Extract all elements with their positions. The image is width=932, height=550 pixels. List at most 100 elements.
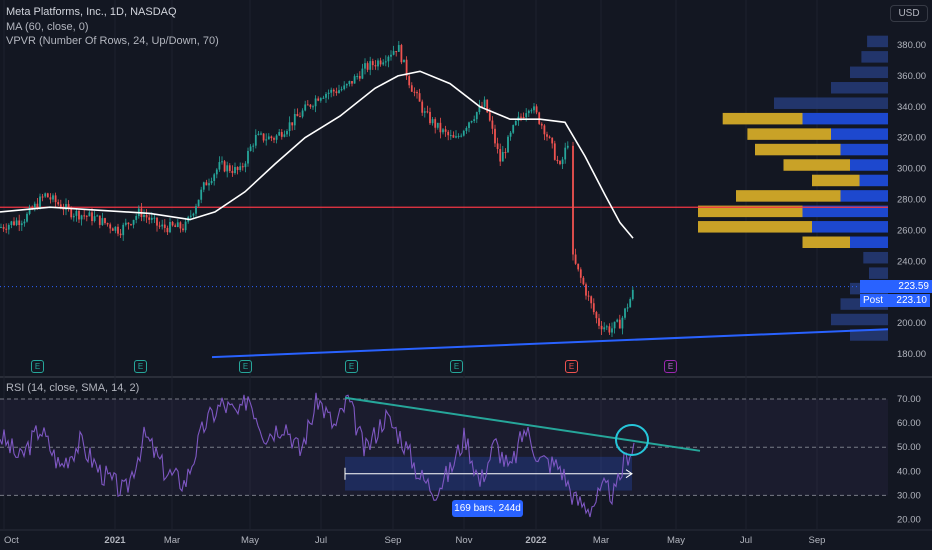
rsi-axis-tick: 60.00 <box>897 418 921 429</box>
volume-profile-down-bar <box>850 66 888 79</box>
candle-body <box>439 122 442 133</box>
candle-body <box>348 81 351 84</box>
candle-body <box>338 90 340 94</box>
candle-body <box>418 93 421 102</box>
candle-body <box>65 204 67 210</box>
candle-body <box>395 51 398 53</box>
candle-body <box>283 134 286 137</box>
volume-profile-down-bar <box>831 313 888 326</box>
candle-body <box>345 83 348 86</box>
candle-body <box>228 165 231 171</box>
time-axis-tick: Jul <box>315 535 327 546</box>
candle-body <box>195 206 197 214</box>
price-axis-tick: 380.00 <box>897 40 926 51</box>
candle-body <box>85 215 88 217</box>
candle-body <box>416 91 418 94</box>
candle-body <box>556 159 559 162</box>
candle-body <box>403 59 405 63</box>
candle-body <box>174 225 177 228</box>
earnings-icon[interactable]: E <box>450 360 463 373</box>
candle-body <box>275 135 278 140</box>
candle-body <box>114 226 117 231</box>
candle-body <box>127 222 130 225</box>
ma-legend[interactable]: MA (60, close, 0) <box>6 21 89 33</box>
rsi-legend[interactable]: RSI (14, close, SMA, 14, 2) <box>6 382 140 394</box>
rsi-axis-tick: 20.00 <box>897 515 921 526</box>
candle-body <box>400 45 403 63</box>
candle-body <box>340 89 343 91</box>
rsi-axis-tick: 50.00 <box>897 442 921 453</box>
candle-body <box>384 61 387 63</box>
candle-body <box>317 98 320 101</box>
candle-body <box>176 222 179 228</box>
vpvr-legend[interactable]: VPVR (Number Of Rows, 24, Up/Down, 70) <box>6 35 219 47</box>
volume-profile-down-bar <box>840 190 888 202</box>
candle-body <box>408 76 411 86</box>
candle-body <box>18 220 21 226</box>
candle-body <box>548 136 551 138</box>
candle-body <box>267 136 270 140</box>
candle-body <box>444 129 447 132</box>
candle-body <box>28 207 31 214</box>
candle-body <box>166 227 169 233</box>
time-axis-tick: Nov <box>456 535 473 546</box>
candle-body <box>374 65 377 67</box>
time-axis-tick: Jul <box>740 535 752 546</box>
candle-body <box>80 215 83 220</box>
candle-body <box>223 161 226 172</box>
candle-body <box>434 119 437 128</box>
candle-body <box>124 222 127 225</box>
candle-body <box>618 319 621 329</box>
candle-body <box>312 106 314 108</box>
candle-body <box>436 122 439 128</box>
candle-body <box>13 221 15 225</box>
candle-body <box>431 119 434 124</box>
candle-body <box>447 131 450 136</box>
candle-body <box>202 182 205 190</box>
candle-body <box>488 112 491 121</box>
candle-body <box>522 116 525 118</box>
earnings-icon[interactable]: E <box>239 360 252 373</box>
support-trendline <box>211 328 889 359</box>
candle-body <box>501 152 504 162</box>
earnings-icon[interactable]: E <box>664 360 677 373</box>
candle-body <box>62 208 65 210</box>
earnings-icon[interactable]: E <box>31 360 44 373</box>
candle-body <box>301 110 304 117</box>
time-axis-tick: May <box>241 535 259 546</box>
candle-body <box>325 93 327 98</box>
earnings-icon[interactable]: E <box>134 360 147 373</box>
candle-body <box>426 111 429 113</box>
currency-selector[interactable]: USD <box>890 5 928 22</box>
candle-body <box>509 132 512 137</box>
candle-body <box>205 182 208 186</box>
candle-body <box>156 217 158 226</box>
candle-body <box>111 228 114 231</box>
candle-body <box>5 228 8 230</box>
candle-body <box>143 214 145 218</box>
candle-body <box>371 61 374 66</box>
candle-body <box>390 54 392 57</box>
candle-body <box>483 99 486 107</box>
candle-body <box>343 85 346 90</box>
earnings-icon[interactable]: E <box>345 360 358 373</box>
candle-body <box>169 222 171 233</box>
candle-body <box>327 92 330 94</box>
candle-body <box>59 204 62 209</box>
volume-profile-down-bar <box>869 267 888 279</box>
earnings-icon[interactable]: E <box>565 360 578 373</box>
candle-body <box>296 113 299 117</box>
candle-body <box>104 218 106 224</box>
candle-body <box>538 112 541 124</box>
candle-body <box>582 277 585 285</box>
candle-body <box>218 162 221 170</box>
candle-body <box>288 122 291 132</box>
volume-profile-down-bar <box>867 35 888 48</box>
candle-body <box>535 106 538 113</box>
candle-body <box>184 221 187 231</box>
candle-body <box>462 130 465 136</box>
candle-body <box>616 319 619 322</box>
volume-profile-up-bar <box>783 159 850 171</box>
candle-body <box>600 325 603 330</box>
